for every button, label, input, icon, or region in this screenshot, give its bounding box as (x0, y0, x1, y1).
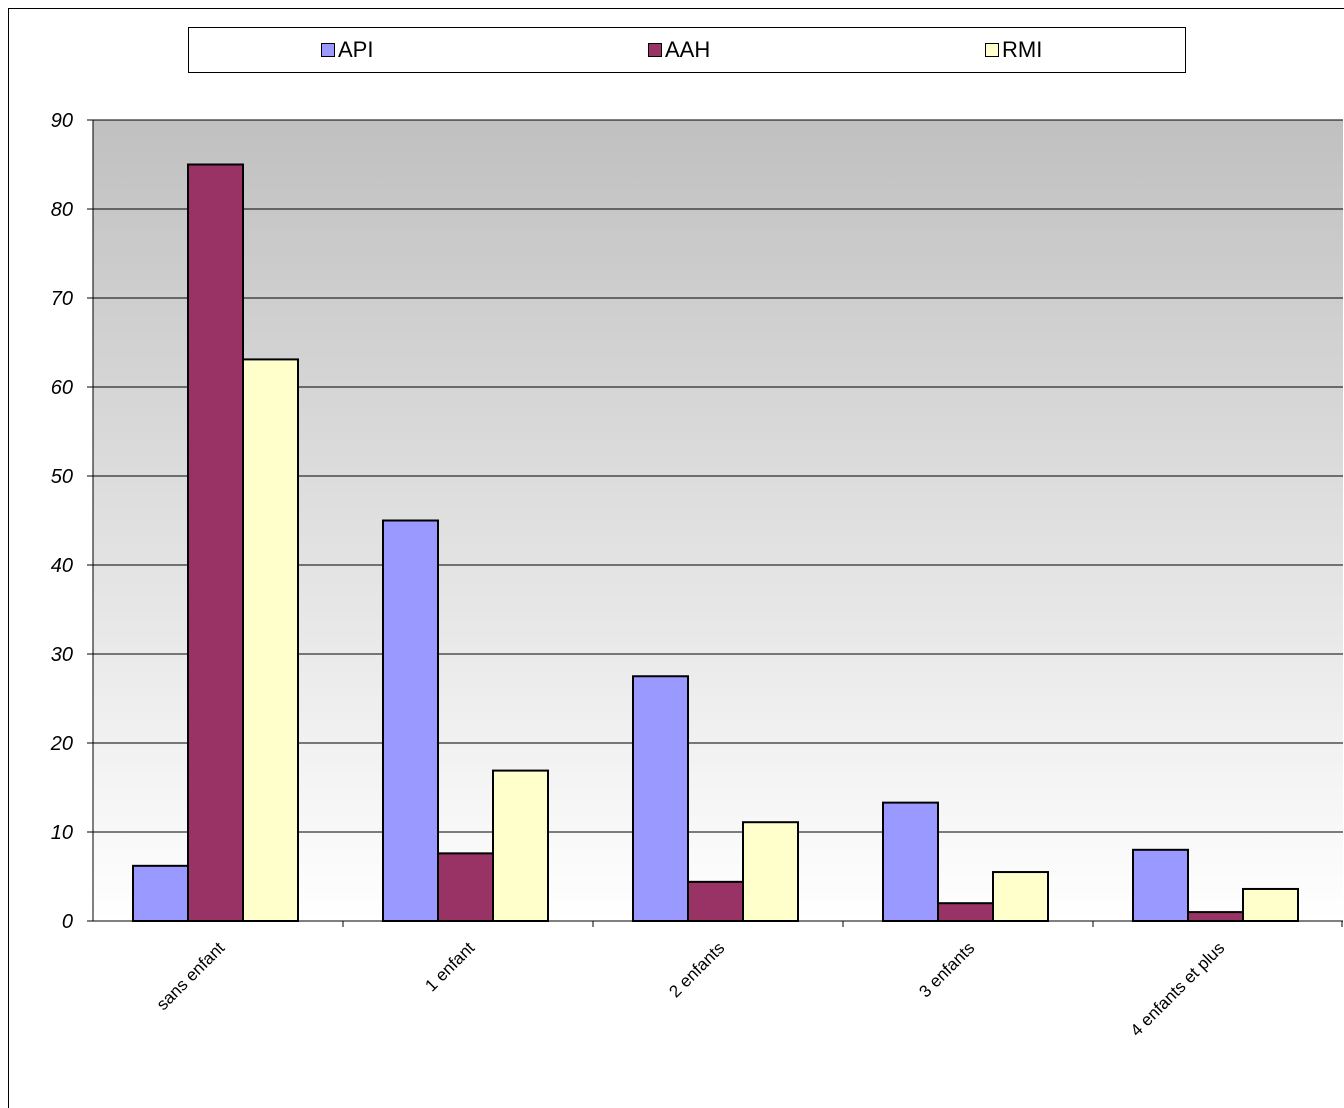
legend-label-api: API (338, 37, 374, 62)
x-category-label: 2 enfants (665, 938, 728, 1001)
y-tick-label: 50 (51, 466, 73, 488)
bars (132, 163, 1299, 923)
y-tick-label: 40 (51, 555, 73, 577)
y-tick-label: 30 (51, 644, 73, 666)
bar-api (1132, 848, 1189, 922)
bar-aah (187, 163, 244, 922)
bar-aah (1187, 911, 1244, 922)
legend-item-api: API (321, 37, 374, 62)
y-tick-label: 80 (51, 199, 73, 221)
bar-rmi (492, 769, 549, 923)
bar-aah (437, 852, 494, 922)
legend-swatch-aah (648, 43, 662, 57)
bar-rmi (742, 821, 799, 923)
bar-api (632, 675, 689, 922)
bar-aah (687, 880, 744, 923)
legend-swatch-api (321, 43, 335, 57)
axes (87, 119, 1343, 927)
legend-swatch-rmi (985, 43, 999, 57)
y-tick-label: 90 (51, 110, 73, 132)
legend-item-aah: AAH (648, 37, 711, 62)
legend: API AAH RMI (188, 27, 1186, 73)
bar-rmi (992, 871, 1049, 922)
legend-label-rmi: RMI (1002, 37, 1043, 62)
x-category-label: 3 enfants (915, 938, 978, 1001)
legend-item-rmi: RMI (985, 37, 1043, 62)
bar-api (382, 519, 439, 922)
chart-frame (8, 8, 1344, 1108)
y-tick-label: 20 (50, 733, 73, 755)
x-category-label: 1 enfant (421, 938, 478, 995)
y-tick-label: 60 (51, 377, 73, 399)
bar-aah (937, 902, 994, 923)
bar-api (132, 864, 189, 923)
bar-api (882, 801, 939, 923)
x-category-label: 4 enfants et plus (1127, 938, 1229, 1040)
plot-area (93, 120, 1343, 921)
legend-label-aah: AAH (665, 37, 711, 62)
bar-rmi (1242, 887, 1299, 923)
y-tick-label: 0 (62, 911, 73, 933)
y-tick-label: 70 (51, 288, 73, 310)
y-tick-label: 10 (51, 822, 73, 844)
bar-rmi (242, 358, 299, 923)
x-category-label: sans enfant (153, 938, 229, 1014)
gridlines (93, 119, 1343, 833)
